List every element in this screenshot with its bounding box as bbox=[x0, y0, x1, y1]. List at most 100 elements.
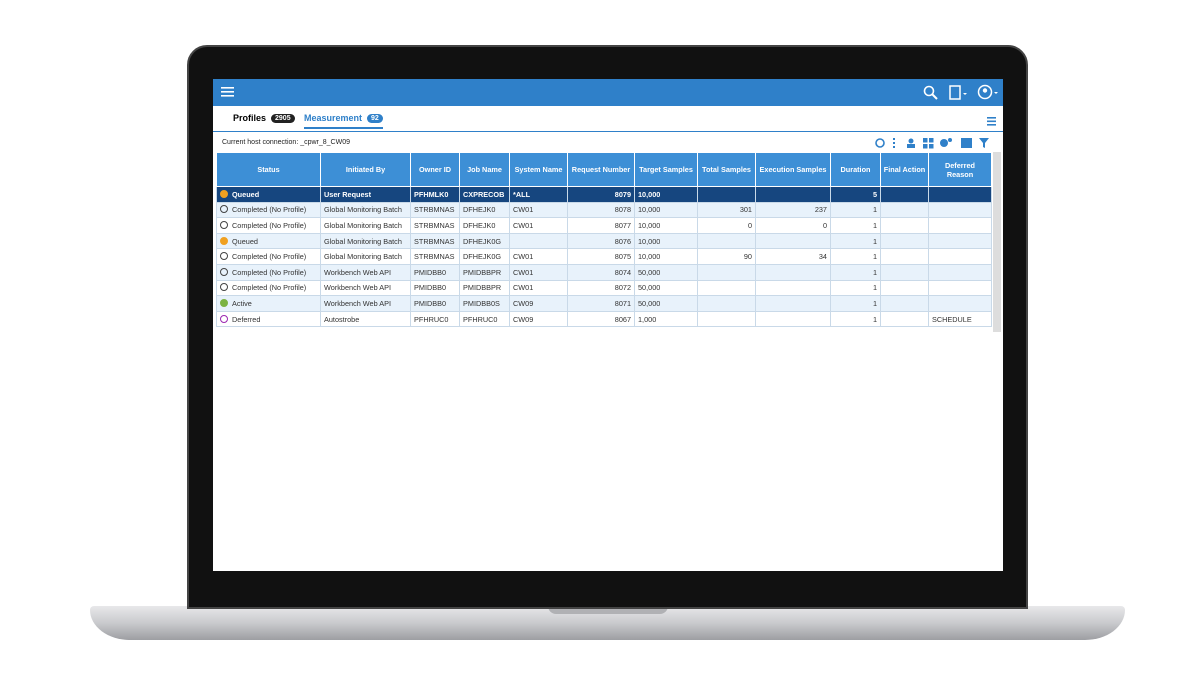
user-icon[interactable] bbox=[977, 84, 999, 100]
table-cell: CXPRECOB bbox=[459, 186, 510, 203]
column-header[interactable]: Status bbox=[216, 152, 321, 187]
table-cell: 1 bbox=[830, 232, 881, 250]
scrollbar[interactable] bbox=[993, 152, 1001, 332]
cell-text: Completed (No Profile) bbox=[232, 220, 307, 230]
table-cell: PMIDBB0 bbox=[410, 263, 460, 281]
table-cell bbox=[755, 186, 831, 203]
table-cell: 1 bbox=[830, 279, 881, 297]
cell-text: SCHEDULE bbox=[932, 314, 972, 324]
table-cell: 1 bbox=[830, 263, 881, 281]
column-header[interactable]: Total Samples bbox=[697, 152, 756, 187]
table-cell bbox=[928, 201, 992, 219]
table-cell bbox=[697, 279, 756, 297]
table-cell: Workbench Web API bbox=[320, 295, 411, 312]
table-cell bbox=[755, 263, 831, 281]
table-row[interactable]: Completed (No Profile) Workbench Web API P… bbox=[216, 279, 992, 297]
cell-text: 1 bbox=[872, 236, 877, 246]
table-cell: STRBMNAS bbox=[410, 217, 460, 234]
cell-text: DFHEJK0 bbox=[463, 220, 496, 230]
column-header[interactable]: Target Samples bbox=[634, 152, 698, 187]
table-cell: CW09 bbox=[509, 310, 568, 328]
tab-label: Profiles bbox=[233, 113, 267, 123]
cell-text: 10,000 bbox=[638, 236, 661, 246]
table-cell bbox=[880, 186, 929, 203]
table-cell: 10,000 bbox=[634, 232, 698, 250]
cell-text: CW01 bbox=[513, 252, 534, 262]
column-header[interactable]: Final Action bbox=[880, 152, 929, 187]
table-cell: 10,000 bbox=[634, 201, 698, 219]
table-cell bbox=[880, 248, 929, 265]
table-cell: Queued bbox=[216, 186, 321, 203]
cell-text: 0 bbox=[747, 220, 752, 230]
cell-text: DFHEJK0G bbox=[463, 252, 502, 262]
table-cell: 50,000 bbox=[634, 263, 698, 281]
cell-text: PFHMLK0 bbox=[414, 189, 449, 199]
table-cell: 5 bbox=[830, 186, 881, 203]
column-header[interactable]: Owner ID bbox=[410, 152, 460, 187]
table-cell bbox=[928, 279, 992, 297]
tab[interactable]: Profiles 2905 bbox=[233, 113, 295, 123]
table-cell: 1 bbox=[830, 217, 881, 234]
cell-text: 10,000 bbox=[638, 205, 661, 215]
status-icon bbox=[220, 220, 228, 229]
table-cell bbox=[697, 186, 756, 203]
column-header[interactable]: Request Number bbox=[567, 152, 635, 187]
table-row[interactable]: Active Workbench Web API PMIDBB0 PMIDBB0S CW… bbox=[216, 295, 992, 312]
list-icon[interactable] bbox=[987, 117, 996, 126]
cell-text: CW01 bbox=[513, 267, 534, 277]
column-header[interactable]: Job Name bbox=[459, 152, 510, 187]
table-cell: 1,000 bbox=[634, 310, 698, 328]
column-header[interactable]: Deferred Reason bbox=[928, 152, 992, 187]
cell-text: Workbench Web API bbox=[324, 283, 392, 293]
column-header[interactable]: Execution Samples bbox=[755, 152, 831, 187]
table-cell bbox=[755, 279, 831, 297]
table-cell: Deferred bbox=[216, 310, 321, 328]
search-icon[interactable] bbox=[923, 85, 939, 101]
table-cell bbox=[755, 232, 831, 250]
cell-text: 1 bbox=[872, 283, 877, 293]
cell-text: 1 bbox=[872, 267, 877, 277]
table-cell bbox=[509, 232, 568, 250]
status-icon bbox=[220, 252, 228, 261]
table-row[interactable]: Deferred Autostrobe PFHRUC0 PFHRUC0 CW09 8067… bbox=[216, 310, 992, 328]
table-cell: PMIDBBPR bbox=[459, 279, 510, 297]
table-cell: CW01 bbox=[509, 279, 568, 297]
column-header[interactable]: Duration bbox=[830, 152, 881, 187]
table-cell: PFHRUC0 bbox=[459, 310, 510, 328]
table-row[interactable]: Queued User Request PFHMLK0 CXPRECOB *ALL 807… bbox=[216, 186, 992, 203]
table-row[interactable]: Completed (No Profile) Global Monitoring … bbox=[216, 201, 992, 219]
table-cell: 8076 bbox=[567, 232, 635, 250]
table-cell: 8067 bbox=[567, 310, 635, 328]
toolbar-icons[interactable] bbox=[873, 137, 993, 149]
cell-text: STRBMNAS bbox=[414, 252, 455, 262]
table-cell: Autostrobe bbox=[320, 310, 411, 328]
cell-text: PFHRUC0 bbox=[414, 314, 449, 324]
tab[interactable]: Measurement 92 bbox=[304, 113, 383, 129]
column-header[interactable]: System Name bbox=[509, 152, 568, 187]
cell-text: CW01 bbox=[513, 220, 534, 230]
cell-text: 50,000 bbox=[638, 283, 661, 293]
table-row[interactable]: Queued Global Monitoring Batch STRBMNAS DFH… bbox=[216, 232, 992, 250]
table-cell: 1 bbox=[830, 201, 881, 219]
table-cell bbox=[880, 295, 929, 312]
cell-text: 90 bbox=[743, 252, 752, 262]
table-cell: *ALL bbox=[509, 186, 568, 203]
table-cell bbox=[928, 263, 992, 281]
table-cell: 8075 bbox=[567, 248, 635, 265]
table-cell bbox=[880, 263, 929, 281]
cell-text: 8072 bbox=[614, 283, 631, 293]
table-cell: 8074 bbox=[567, 263, 635, 281]
table-cell: Completed (No Profile) bbox=[216, 248, 321, 265]
cell-text: 50,000 bbox=[638, 267, 661, 277]
cell-text: 0 bbox=[822, 220, 827, 230]
table-row[interactable]: Completed (No Profile) Global Monitoring … bbox=[216, 248, 992, 265]
help-icon[interactable] bbox=[949, 85, 967, 101]
table-cell: 8077 bbox=[567, 217, 635, 234]
cell-text: 10,000 bbox=[638, 189, 661, 199]
table-row[interactable]: Completed (No Profile) Workbench Web API P… bbox=[216, 263, 992, 281]
column-header[interactable]: Initiated By bbox=[320, 152, 411, 187]
table-row[interactable]: Completed (No Profile) Global Monitoring … bbox=[216, 217, 992, 234]
cell-text: Deferred bbox=[232, 314, 261, 324]
menu-icon[interactable] bbox=[221, 86, 235, 98]
cell-text: 5 bbox=[872, 189, 877, 199]
